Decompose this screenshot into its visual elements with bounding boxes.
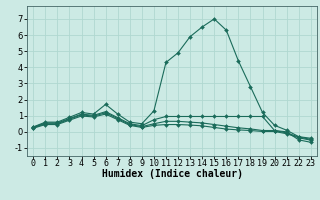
X-axis label: Humidex (Indice chaleur): Humidex (Indice chaleur) [101,169,243,179]
